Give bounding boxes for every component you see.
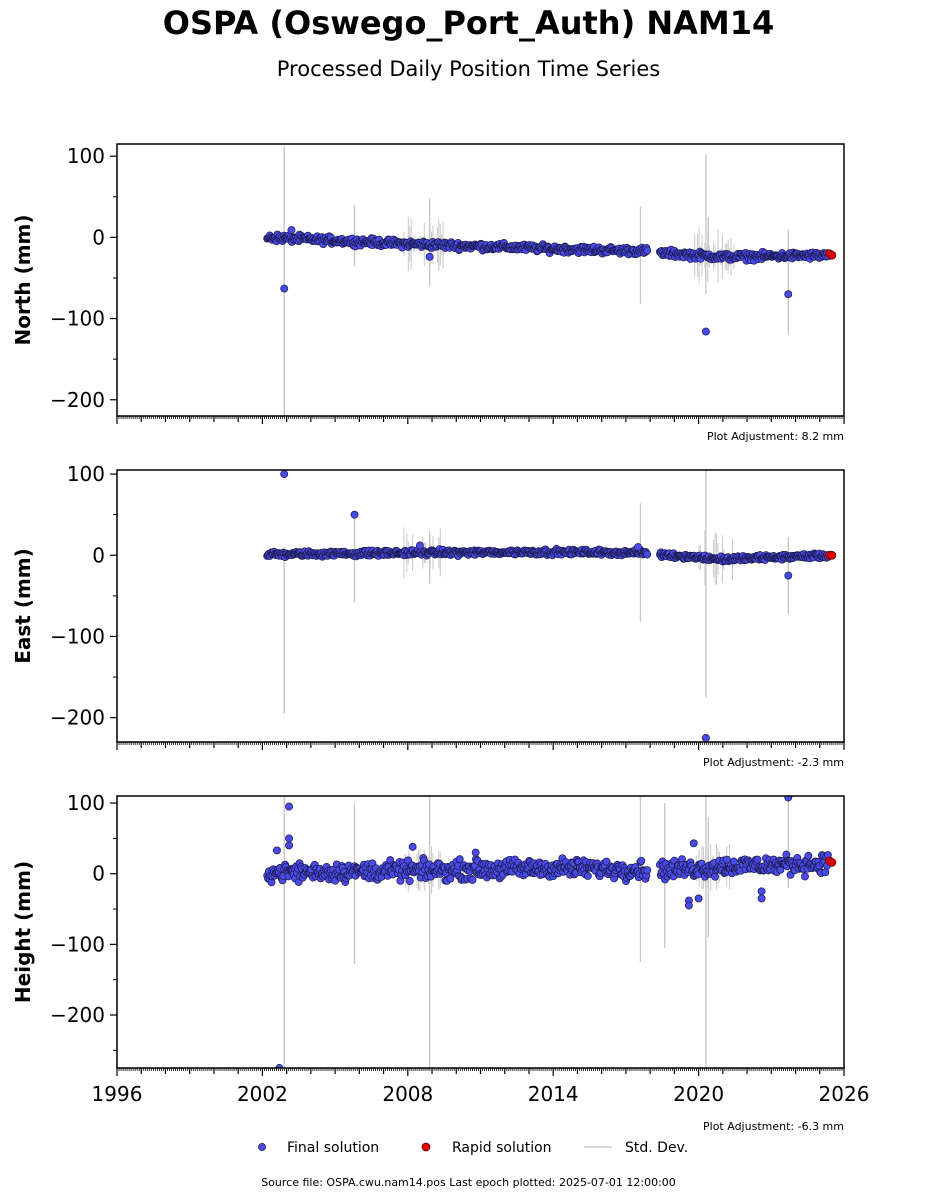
stddev-bars	[266, 470, 832, 714]
rapid-point	[827, 250, 837, 260]
legend: Final solution Rapid solution Std. Dev.	[258, 1140, 688, 1156]
rapid-point	[827, 858, 837, 867]
outlier-point	[285, 834, 294, 843]
outlier-point	[757, 887, 766, 896]
legend-rapid-marker	[421, 1142, 431, 1152]
outlier-point	[784, 290, 793, 299]
chart-subtitle: Processed Daily Position Time Series	[276, 57, 661, 81]
outlier-point	[784, 571, 793, 580]
outlier-point	[701, 327, 710, 336]
final-points	[263, 470, 832, 742]
final-point	[643, 550, 652, 559]
outlier-point	[280, 284, 289, 293]
outlier-point	[694, 894, 703, 903]
final-point	[753, 855, 762, 864]
final-point	[729, 857, 738, 866]
panel-3: 100 0 −100 −200 1996 2002 2008 2014 2020 2026 Heig…	[11, 791, 869, 1133]
axes-frame	[116, 143, 845, 417]
plot-adjustment: Plot Adjustment: -6.3 mm	[703, 1120, 844, 1133]
panel-2: 100 0 −100 −200 East (mm) Plot Adjustment: -2…	[11, 462, 845, 769]
y-tick-label: −200	[50, 388, 105, 412]
final-point	[821, 868, 830, 877]
outlier-point	[408, 842, 417, 851]
rapid-point	[827, 550, 837, 560]
final-point	[468, 875, 477, 884]
outlier-point	[272, 846, 281, 855]
x-tick-label: 2008	[382, 1082, 433, 1106]
final-point	[801, 872, 809, 881]
y-tick-label: −200	[50, 1003, 105, 1027]
final-point	[637, 856, 646, 865]
legend-final-marker	[258, 1143, 266, 1151]
plot-adjustment: Plot Adjustment: 8.2 mm	[707, 430, 844, 443]
y-tick-label: −100	[50, 307, 105, 331]
final-point	[804, 851, 813, 860]
outlier-point	[634, 543, 642, 552]
x-tick-label: 2002	[237, 1082, 288, 1106]
final-point	[602, 857, 611, 866]
x-tick-label: 2014	[528, 1082, 579, 1106]
y-tick-label: 100	[67, 791, 105, 815]
outlier-point	[784, 796, 793, 802]
outlier-point	[287, 226, 296, 235]
outlier-point	[280, 470, 289, 479]
y-tick-label: 0	[92, 225, 105, 249]
y-tick-label: 0	[92, 862, 105, 886]
final-point	[446, 874, 455, 883]
panel-1: 100 0 −100 −200 North (mm) Plot Adjustment: 8…	[11, 143, 845, 443]
final-point	[643, 246, 652, 255]
final-points	[263, 226, 832, 336]
legend-stddev-label: Std. Dev.	[625, 1140, 688, 1156]
y-axis-title: Height (mm)	[11, 861, 35, 1003]
legend-final-label: Final solution	[287, 1140, 379, 1156]
outlier-point	[350, 510, 359, 519]
chart-title: OSPA (Oswego_Port_Auth) NAM14	[162, 4, 775, 42]
outlier-point	[285, 802, 294, 811]
y-axis-title: East (mm)	[11, 548, 35, 664]
plot-area	[263, 146, 837, 416]
final-point	[643, 866, 652, 875]
y-tick-label: −100	[50, 932, 105, 956]
final-point	[405, 877, 414, 886]
outlier-point	[684, 901, 693, 910]
outlier-point	[275, 1064, 284, 1068]
outlier-point	[285, 841, 294, 850]
final-point	[455, 855, 464, 864]
axes-frame	[116, 469, 845, 743]
stddev-bars	[266, 146, 832, 416]
plot-area	[263, 796, 837, 1068]
y-tick-label: 100	[67, 144, 105, 168]
axes-frame	[116, 795, 845, 1069]
y-axis-title: North (mm)	[11, 214, 35, 345]
stddev-bars	[266, 796, 832, 1068]
source-footer: Source file: OSPA.cwu.nam14.pos Last epo…	[261, 1176, 676, 1189]
outlier-point	[425, 252, 434, 261]
final-point	[711, 872, 720, 881]
final-point	[583, 872, 592, 880]
x-tick-label: 2020	[673, 1082, 724, 1106]
y-tick-label: 100	[67, 462, 105, 486]
y-tick-label: 0	[92, 543, 105, 567]
legend-rapid-label: Rapid solution	[452, 1140, 552, 1156]
final-points	[263, 796, 832, 1068]
y-tick-label: −100	[50, 624, 105, 648]
outlier-point	[689, 839, 698, 848]
plot-adjustment: Plot Adjustment: -2.3 mm	[703, 756, 844, 769]
outlier-point	[471, 848, 480, 857]
plot-area	[263, 470, 837, 742]
x-tick-label: 2026	[819, 1082, 870, 1106]
outlier-point	[701, 733, 710, 742]
x-tick-label: 1996	[92, 1082, 143, 1106]
y-tick-label: −200	[50, 706, 105, 730]
outlier-point	[415, 541, 424, 550]
outlier-point	[757, 894, 766, 903]
